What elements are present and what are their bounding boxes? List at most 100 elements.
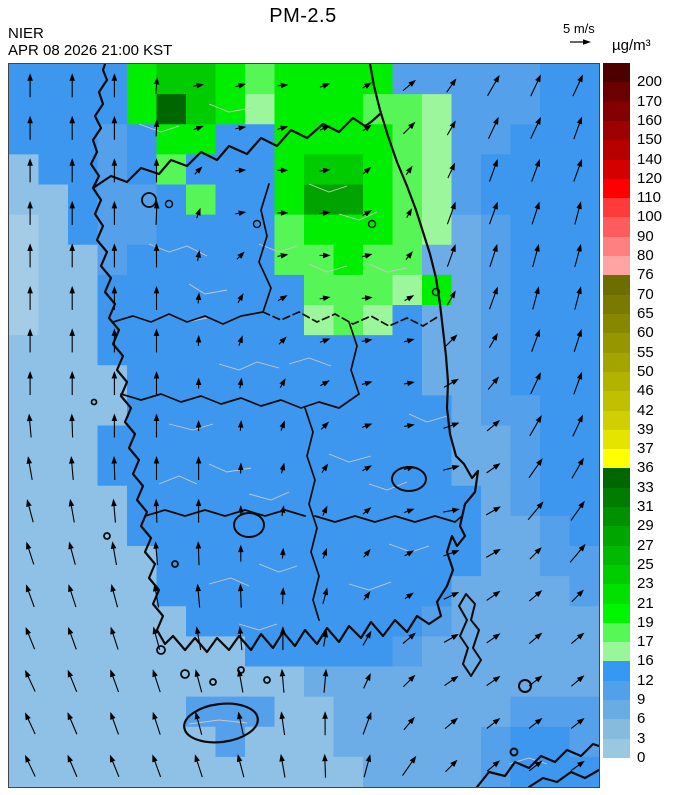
colorbar-tick-label: 0 [637,749,646,766]
pm-grid-cell [127,455,157,487]
pm-grid-cell [304,666,334,698]
pm-grid-cell [38,335,69,366]
pm-grid-cell [68,305,98,336]
pm-grid-cell [569,94,599,125]
pm-grid-cell [186,666,216,698]
pm-grid-cell [156,365,187,396]
pm-grid-cell [540,124,570,155]
colorbar-cell [603,468,630,489]
wind-arrow [279,711,286,736]
forecast-datetime: APR 08 2026 21:00 KST [8,42,173,59]
pm-grid-cell [245,756,275,787]
pm-grid-cell [510,636,541,668]
wind-arrow [194,166,203,175]
pm-grid-cell [9,666,39,698]
pm-grid-cell [38,244,69,276]
pm-grid-cell [156,124,187,155]
pm-grid-cell [274,124,305,155]
pm-grid-cell [451,64,482,95]
pm-grid-cell [9,485,39,517]
wind-arrow [531,329,540,352]
wind-arrow [362,124,372,132]
pm-grid-cell [186,365,216,396]
pm-grid-cell [304,184,334,216]
wind-arrow [111,456,118,481]
wind-arrow [530,116,541,139]
pm-grid-cell [68,696,98,728]
wind-arrow [574,286,582,310]
pm-grid-cell [422,636,452,668]
pm-grid-cell [569,576,599,607]
pm-grid-cell [245,546,275,577]
pm-grid-cell [481,184,511,216]
wind-arrow [237,462,244,474]
colorbar-tick-label: 70 [637,285,654,303]
wind-arrow [573,116,583,140]
pm-grid-cell [540,395,570,427]
wind-arrow [322,668,329,693]
wind-arrow [194,754,203,778]
wind-arrow [25,754,36,777]
colorbar-cell [603,507,630,527]
pm-grid-cell [363,244,393,276]
wind-arrow [405,208,413,218]
wind-arrow [573,328,582,352]
colorbar-cell [603,564,630,585]
wind-arrow [319,338,331,344]
wind-arrow [488,201,498,225]
wind-arrow [111,243,118,268]
pm-grid-cell [97,636,128,668]
pm-grid-cell [38,214,69,246]
pm-grid-cell [422,455,452,487]
pm-grid-cell [422,214,452,246]
pm-grid-cell [38,546,69,577]
pm-grid-cell [510,124,541,155]
pm-grid-cell [392,666,423,698]
pm-grid-cell [392,94,423,125]
pm-grid-cell [38,455,69,487]
colorbar-tick-label: 46 [637,382,654,400]
pm-grid-cell [569,274,599,306]
wind-arrow [361,380,373,387]
pm-grid-cell [540,546,570,577]
wind-arrow [69,115,76,140]
pm-grid-cell [333,485,364,517]
iki-island [518,679,532,693]
wind-arrow [362,465,372,472]
wind-arrow [238,544,244,562]
pm-grid-cell [127,274,157,306]
pm-grid-cell [38,666,69,698]
pm-grid-cell [569,124,599,155]
wind-arrow [572,74,583,97]
wind-arrow [403,716,415,731]
pm-grid-cell [245,365,275,396]
wind-arrow [153,119,160,137]
pm-grid-cell [304,244,334,276]
pm-grid-cell [333,576,364,607]
wind-arrow [571,457,584,479]
wind-arrow [532,243,540,268]
wind-arrow [363,672,371,689]
pm-grid-cell [569,455,599,487]
wind-arrow [403,674,416,688]
pm-grid-cell [333,305,364,336]
wind-arrow [193,82,205,89]
pm-grid-cell [245,576,275,607]
pm-grid-cell [274,214,305,246]
wind-arrow [153,158,160,183]
wind-arrow [321,505,328,516]
wind-arrow [236,754,245,778]
pm-grid-cell [127,636,157,668]
colorbar-tick-label: 19 [637,613,654,631]
pm-grid-cell [186,606,216,637]
pm-grid-cell [186,154,216,186]
pm-grid-cell [245,696,275,728]
wind-arrow [445,334,458,347]
pm-grid-cell [156,515,187,547]
pm-grid-cell [333,546,364,577]
pm-grid-cell [9,546,39,577]
wind-arrow [489,243,498,267]
pm-grid-cell [304,305,334,336]
pm-grid-cell [451,244,482,276]
wind-arrow [195,207,201,219]
